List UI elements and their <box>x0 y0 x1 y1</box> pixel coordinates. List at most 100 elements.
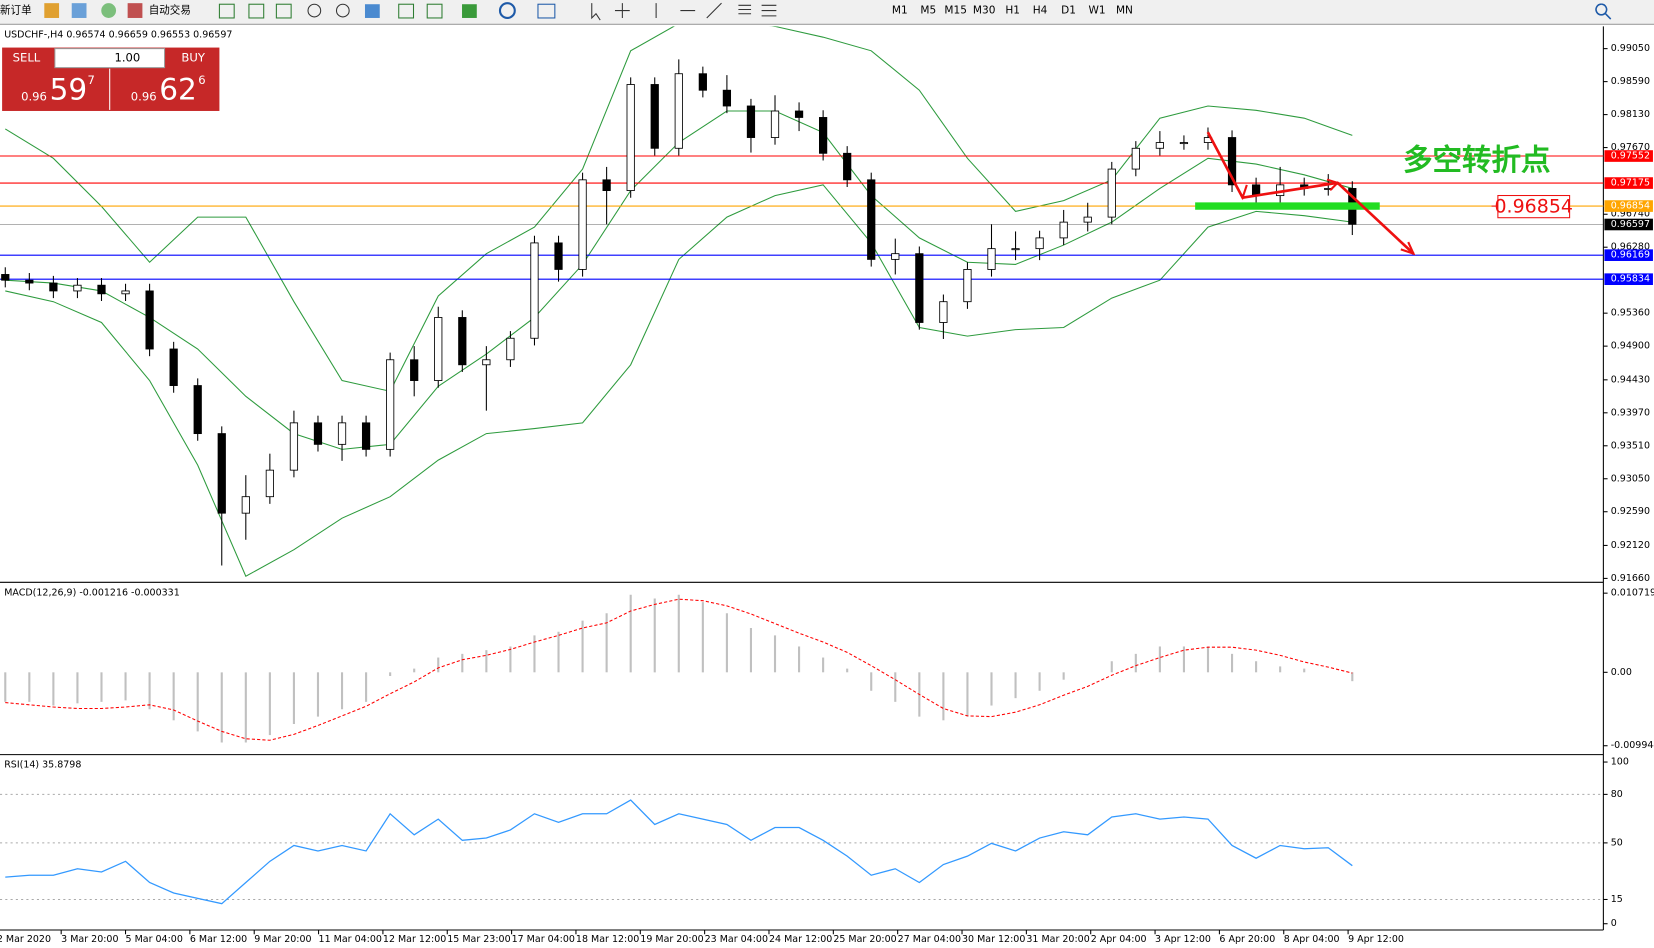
candle-body <box>1107 168 1116 218</box>
candle-body <box>289 422 299 471</box>
y-tick-label: -0.009944 <box>1611 740 1654 751</box>
candle-body <box>482 359 491 366</box>
lot-box[interactable] <box>54 48 166 69</box>
x-tick-label: 24 Mar 12:00 <box>769 934 832 945</box>
y-tick-label: 0.98590 <box>1611 76 1650 87</box>
y-tick-label: 0 <box>1611 918 1617 929</box>
level-label: 0.97175 <box>1611 178 1650 189</box>
icon[interactable] <box>218 3 235 19</box>
icon[interactable] <box>275 3 292 19</box>
timeframe-button[interactable]: M15 <box>944 5 967 17</box>
timeframe-button[interactable]: W1 <box>1088 5 1105 17</box>
level-label-bg <box>1604 218 1653 231</box>
candle-body <box>650 84 659 149</box>
icon[interactable] <box>738 4 752 15</box>
icon[interactable] <box>591 3 601 21</box>
icon[interactable] <box>101 3 117 18</box>
sell-button[interactable]: SELL <box>13 51 41 65</box>
candle-body <box>25 279 34 284</box>
bid-big[interactable]: 59 <box>50 72 88 106</box>
x-tick-label: 30 Mar 12:00 <box>962 934 1025 945</box>
y-tick-label: 0.99050 <box>1611 43 1650 54</box>
y-tick-label: 0.97670 <box>1611 142 1650 153</box>
rsi-plot <box>0 793 1604 905</box>
candle-body <box>843 152 852 181</box>
candle-body <box>73 284 82 292</box>
buy-button[interactable]: BUY <box>181 51 205 65</box>
level-label: 0.96169 <box>1611 250 1650 261</box>
icon[interactable] <box>398 3 415 19</box>
timeframe-button[interactable]: M5 <box>920 5 936 17</box>
auto-trading-button[interactable]: 自动交易 <box>149 4 191 17</box>
icon[interactable] <box>462 4 477 18</box>
icon[interactable] <box>364 4 380 18</box>
icon[interactable] <box>537 3 556 19</box>
new-order-button[interactable]: 新订单 <box>0 4 32 17</box>
candle-body <box>1 274 10 281</box>
x-tick-label: 9 Mar 20:00 <box>254 934 311 945</box>
y-tick-label: 0.92120 <box>1611 540 1650 551</box>
level-label: 0.95834 <box>1611 274 1650 285</box>
x-tick-label: 19 Mar 20:00 <box>640 934 703 945</box>
icon[interactable] <box>614 3 630 18</box>
icon[interactable] <box>498 2 516 20</box>
ask-prefix[interactable]: 0.96 <box>131 90 157 104</box>
y-tick-label: 0.92590 <box>1611 506 1650 517</box>
bid-small[interactable]: 7 <box>88 73 95 87</box>
icon[interactable] <box>426 3 443 19</box>
candle-body <box>1155 142 1164 149</box>
x-tick-label: 8 Apr 04:00 <box>1284 934 1340 945</box>
bollinger-middle <box>5 110 1353 450</box>
timeframes: M1 M5 M15 M30 H1 H4 D1 W1 MN <box>892 5 1133 17</box>
candle-body <box>1035 237 1044 250</box>
candle-body <box>674 73 683 149</box>
icon[interactable] <box>248 3 265 19</box>
icon[interactable] <box>44 3 60 18</box>
icon[interactable] <box>127 3 143 18</box>
candle-body <box>891 253 900 260</box>
level-label-bg <box>1604 273 1653 285</box>
x-tick-label: 11 Mar 04:00 <box>319 934 382 945</box>
y-tick-label: 0.94430 <box>1611 374 1650 385</box>
icon[interactable] <box>71 3 87 18</box>
timeframe-button[interactable]: H4 <box>1033 5 1048 17</box>
candle-body <box>458 317 467 366</box>
timeframe-button[interactable]: M30 <box>973 5 996 17</box>
timeframe-button[interactable]: D1 <box>1061 5 1076 17</box>
ask-big[interactable]: 62 <box>159 72 197 106</box>
candle-body <box>1227 137 1237 186</box>
candle-body <box>602 179 611 192</box>
icon[interactable] <box>335 3 350 18</box>
icon[interactable] <box>655 2 722 19</box>
ask-small[interactable]: 6 <box>198 73 205 87</box>
candle-body <box>1179 142 1189 145</box>
candle-body <box>49 282 58 292</box>
lot-size[interactable]: 1.00 <box>114 51 140 65</box>
x-tick-label: 3 Apr 12:00 <box>1155 934 1211 945</box>
candle-body <box>337 422 347 445</box>
candle-body <box>410 359 419 381</box>
timeframe-button[interactable]: MN <box>1116 5 1133 17</box>
y-tick-label: 50 <box>1611 837 1623 848</box>
icon[interactable] <box>307 3 322 18</box>
annotation: 多空转折点 <box>1403 143 1551 177</box>
toolbar <box>0 0 1654 25</box>
candle-body <box>217 433 226 514</box>
icon[interactable] <box>761 4 777 17</box>
timeframe-button[interactable]: M1 <box>892 5 908 17</box>
trade-panel: SELL BUY 1.00 0.96 59 7 0.96 62 6 <box>2 47 220 111</box>
x-tick-label: 3 Mar 20:00 <box>61 934 118 945</box>
y-tick-label: 0.98130 <box>1611 109 1650 120</box>
candle-body <box>193 385 202 435</box>
y-tick-label: 0.010719 <box>1611 588 1654 599</box>
y-tick-label: 0.93510 <box>1611 440 1650 451</box>
timeframe-button[interactable]: H1 <box>1005 5 1020 17</box>
candle-body <box>241 496 250 514</box>
candle-body <box>1083 216 1092 223</box>
x-tick-label: 25 Mar 20:00 <box>833 934 896 945</box>
bid-prefix[interactable]: 0.96 <box>21 90 47 104</box>
search-icon[interactable] <box>1595 3 1612 20</box>
